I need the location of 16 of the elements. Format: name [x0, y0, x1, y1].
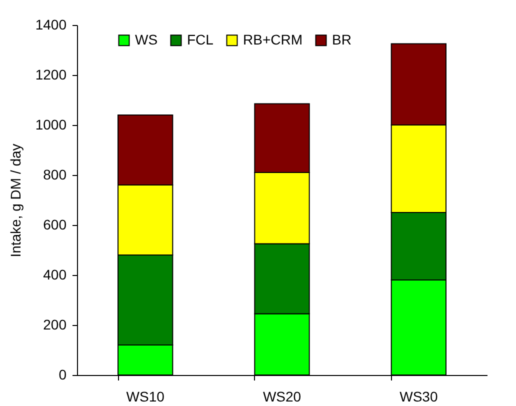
- legend-label: WS: [135, 31, 158, 48]
- y-tick-label: 200: [43, 316, 67, 332]
- x-tick-label: WS30: [400, 388, 438, 404]
- legend-label: FCL: [187, 31, 214, 48]
- y-tick-label: 400: [43, 266, 67, 282]
- legend-label: RB+CRM: [243, 31, 303, 48]
- x-tick-label: WS10: [126, 388, 165, 404]
- y-tick-label: 1400: [35, 16, 67, 32]
- y-tick-label: 0: [58, 366, 67, 382]
- y-tick-label: 1200: [35, 66, 67, 82]
- y-axis-title: Intake, g DM / day: [7, 144, 24, 258]
- y-tick-label: 800: [43, 166, 67, 182]
- y-tick-label: 1000: [35, 116, 67, 132]
- x-tick-label: WS20: [262, 388, 302, 404]
- y-tick-label: 600: [43, 216, 67, 232]
- legend-label: BR: [332, 31, 352, 48]
